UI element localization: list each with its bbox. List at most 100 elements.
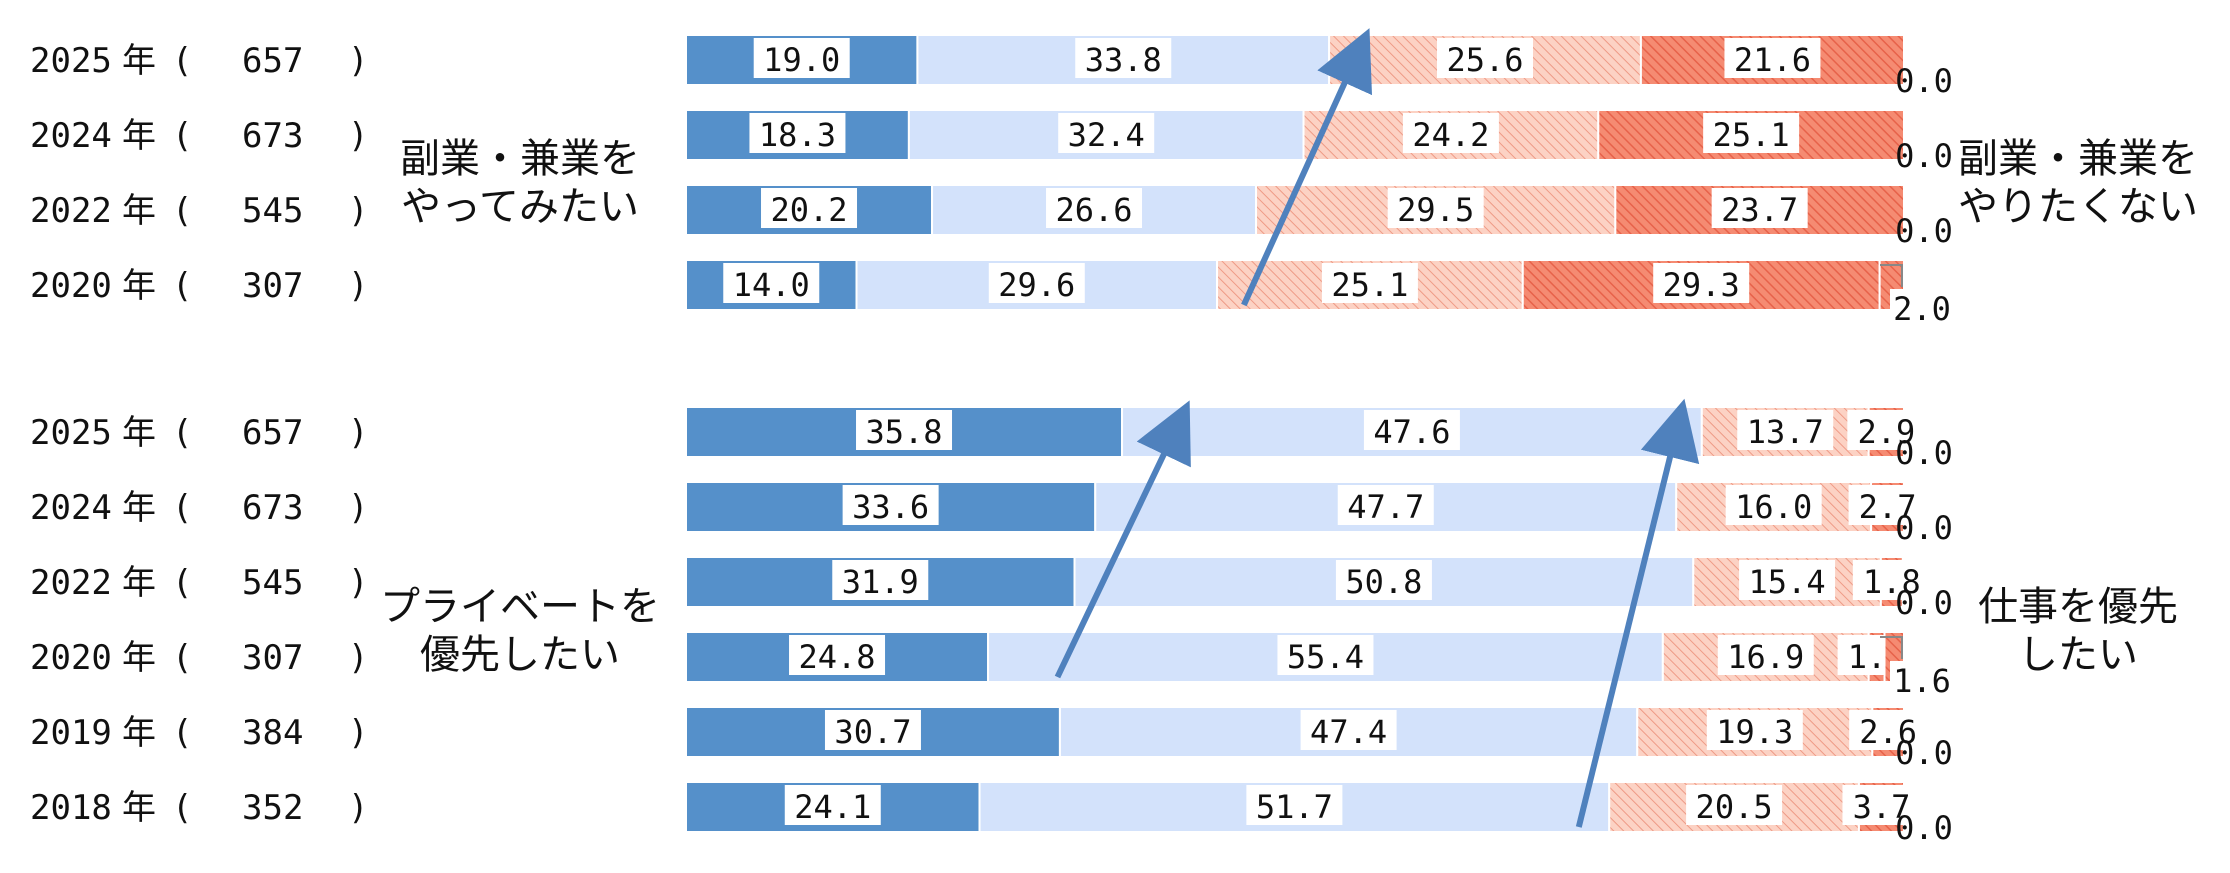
row-close-paren: ) (348, 788, 368, 828)
data-label: 14.0 (733, 266, 810, 304)
left-side-label: 優先したい (420, 632, 620, 678)
data-label-bg (1387, 188, 1484, 228)
data-label: 20.5 (1696, 788, 1773, 826)
row-close-paren: ) (348, 116, 368, 156)
data-label-bg (1717, 635, 1814, 675)
row-close-paren: ) (348, 563, 368, 603)
data-label-bg (1337, 485, 1434, 525)
data-label-bg (1847, 410, 1926, 450)
data-label-bg (1849, 710, 1928, 750)
data-label: 16.0 (1735, 488, 1812, 526)
data-label-bg (1363, 410, 1460, 450)
row-n-label: 673 (242, 488, 303, 528)
data-label-bg (1852, 560, 1931, 600)
data-label-bg (1706, 710, 1803, 750)
row-unit-label: 年 (122, 266, 156, 306)
trend-arrow (1054, 400, 1191, 679)
bar-row-2024: 2024 年 (673) 33.6 47.7 16.0 2.70.0 (30, 481, 1953, 547)
data-label: 18.3 (759, 116, 836, 154)
data-label: 50.8 (1345, 563, 1422, 601)
row-unit-label: 年 (122, 638, 156, 678)
bar-row-2018: 2018 年 (352) 24.1 51.7 20.5 3.70.0 (30, 781, 1953, 847)
data-label: 33.6 (852, 488, 929, 526)
data-label: 35.8 (865, 413, 942, 451)
row-unit-label: 年 (122, 488, 156, 528)
row-unit-label: 年 (122, 191, 156, 231)
data-label-bg (1848, 485, 1927, 525)
row-unit-label: 年 (122, 788, 156, 828)
row-close-paren: ) (348, 713, 368, 753)
data-label: 47.6 (1373, 413, 1450, 451)
data-label-no-answer: 0.0 (1895, 212, 1953, 250)
data-label: 13.7 (1747, 413, 1824, 451)
row-open-paren: ( (172, 788, 192, 828)
data-label: 21.6 (1734, 41, 1811, 79)
row-close-paren: ) (348, 191, 368, 231)
data-label: 32.4 (1068, 116, 1145, 154)
right-side-label: したい (2018, 632, 2138, 678)
data-label: 24.2 (1412, 116, 1489, 154)
data-label-bg (1686, 785, 1783, 825)
bar-row-2025: 2025 年 (657) 35.8 47.6 13.7 2.90.0 (30, 406, 1953, 472)
data-label-bg (1335, 560, 1432, 600)
row-year-label: 2020 (30, 638, 112, 678)
data-label: 25.1 (1331, 266, 1408, 304)
data-label-bg (1402, 113, 1499, 153)
row-n-label: 657 (242, 413, 303, 453)
data-label-bg (1300, 710, 1397, 750)
data-label: 51.7 (1256, 788, 1333, 826)
data-label-bg (761, 188, 858, 228)
data-label-bg (1075, 38, 1172, 78)
row-open-paren: ( (172, 638, 192, 678)
row-n-label: 384 (242, 713, 303, 753)
row-unit-label: 年 (122, 41, 156, 81)
row-open-paren: ( (172, 116, 192, 156)
row-close-paren: ) (348, 266, 368, 306)
row-open-paren: ( (172, 41, 192, 81)
data-label-bg (1653, 263, 1750, 303)
row-unit-label: 年 (122, 563, 156, 603)
bar-row-2022: 2022 年 (545) 31.9 50.8 15.4 1.80.0 (30, 556, 1953, 622)
bar-row-2020: 2020 年(307) 24.8 55.4 16.9 1.31.6 (30, 631, 1954, 700)
data-label: 16.9 (1727, 638, 1804, 676)
row-n-label: 352 (242, 788, 303, 828)
row-year-label: 2024 (30, 488, 112, 528)
data-label-bg (784, 785, 881, 825)
row-open-paren: ( (172, 563, 192, 603)
data-label-bg (1711, 188, 1808, 228)
data-label-bg (988, 263, 1085, 303)
data-label-bg (1890, 661, 1954, 699)
data-label-bg (1246, 785, 1343, 825)
data-label-bg (1277, 635, 1374, 675)
data-label: 30.7 (834, 713, 911, 751)
row-year-label: 2022 (30, 563, 112, 603)
data-label-no-answer: 0.0 (1895, 809, 1953, 847)
right-side-label: 副業・兼業を (1958, 136, 2198, 182)
row-open-paren: ( (172, 413, 192, 453)
row-year-label: 2024 (30, 116, 112, 156)
left-side-label: 副業・兼業を (400, 136, 640, 182)
data-label-bg (723, 263, 820, 303)
bar-row-2022: 2022 年 (545) 20.2 26.6 29.5 23.7 0.0 (30, 184, 1953, 250)
row-n-label: 307 (242, 266, 303, 306)
data-label-no-answer: 0.0 (1895, 734, 1953, 772)
data-label-bg (1737, 410, 1834, 450)
leader-line (1880, 636, 1903, 659)
bar-row-2020: 2020 年 (307) 14.0 29.6 25.1 29.3 2.0 (30, 259, 1954, 328)
row-unit-label: 年 (122, 713, 156, 753)
row-close-paren: ) (348, 488, 368, 528)
row-close-paren: ) (348, 41, 368, 81)
data-label: 29.5 (1397, 191, 1474, 229)
row-close-paren: ) (348, 413, 368, 453)
data-label-bg (824, 710, 921, 750)
row-year-label: 2025 (30, 41, 112, 81)
data-label: 25.6 (1446, 41, 1523, 79)
data-label: 23.7 (1721, 191, 1798, 229)
data-label: 33.8 (1085, 41, 1162, 79)
row-open-paren: ( (172, 488, 192, 528)
trend-arrow (1241, 28, 1372, 307)
data-label: 1.8 (1863, 563, 1921, 601)
row-year-label: 2019 (30, 713, 112, 753)
